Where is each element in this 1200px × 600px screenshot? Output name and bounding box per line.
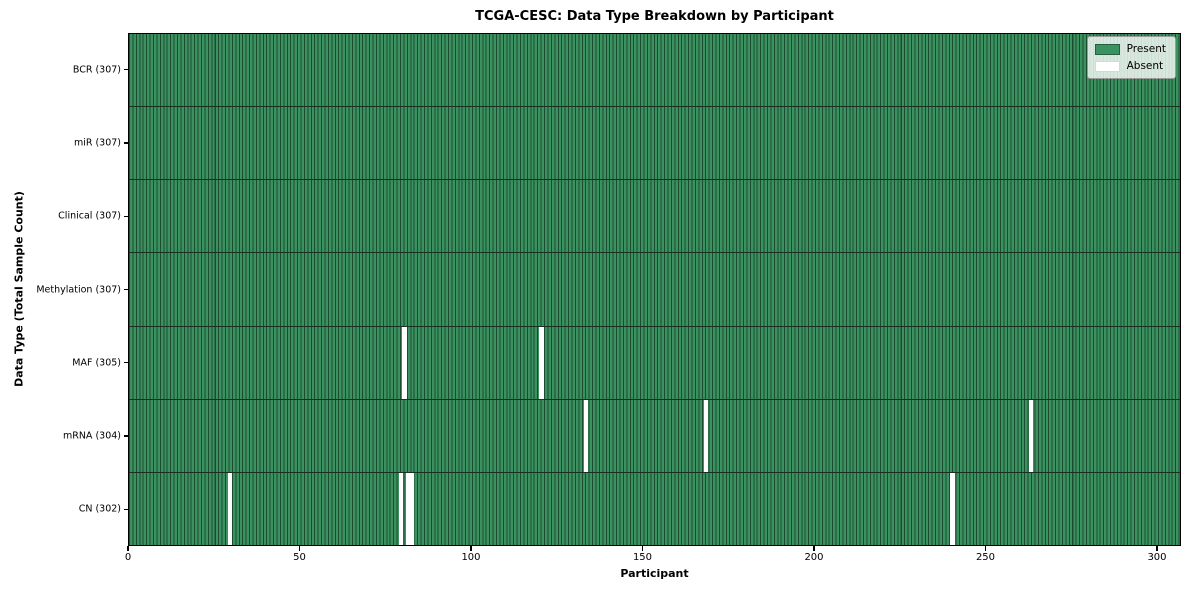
legend: Present Absent [1086, 36, 1176, 79]
y-tick-label-MAF: MAF (305) [72, 357, 121, 369]
heatmap-row-BCR [129, 34, 1180, 108]
heatmap-row-Clinical [129, 180, 1180, 254]
heatmap-row-miR [129, 107, 1180, 181]
x-tick-label-150: 150 [632, 552, 653, 563]
x-tick-mark [813, 546, 815, 551]
heatmap-row-CN [129, 472, 1180, 545]
y-tick-mark [124, 362, 128, 364]
x-tick-label-100: 100 [461, 552, 481, 563]
y-tick-label-miR: miR (307) [73, 137, 121, 149]
heatmap-row-mRNA [129, 399, 1180, 473]
absent-gap [398, 472, 404, 545]
x-tick-label-300: 300 [1147, 552, 1167, 563]
y-tick-label-Methylation: Methylation (307) [36, 284, 121, 295]
y-tick-label-mRNA: mRNA (304) [62, 430, 121, 442]
plot-area [128, 33, 1181, 546]
absent-gap [1028, 399, 1034, 472]
y-tick-mark [124, 288, 128, 291]
legend-label-absent: Absent [1126, 60, 1164, 72]
legend-item-absent: Absent [1094, 60, 1166, 72]
absent-gap [583, 399, 589, 472]
absent-gap [409, 472, 414, 545]
x-tick-label-250: 250 [975, 552, 996, 563]
x-tick-mark [470, 546, 472, 551]
x-tick-mark [984, 546, 987, 551]
y-tick-mark [124, 215, 128, 217]
x-tick-mark [127, 546, 129, 551]
legend-item-present: Present [1094, 43, 1166, 55]
x-tick-mark [298, 546, 301, 551]
chart-title: TCGA-CESC: Data Type Breakdown by Partic… [475, 9, 834, 24]
absent-gap [703, 399, 709, 472]
absent-gap [950, 472, 955, 545]
absent-gap [402, 326, 407, 399]
y-tick-label-BCR: BCR (307) [72, 64, 121, 76]
absent-gap [227, 472, 233, 545]
y-tick-mark [124, 435, 128, 437]
x-axis-label: Participant [620, 567, 689, 580]
y-tick-mark [124, 142, 128, 144]
heatmap-row-MAF [129, 326, 1180, 400]
present-swatch-icon [1094, 43, 1120, 55]
x-tick-label-50: 50 [293, 552, 306, 563]
x-tick-label-200: 200 [804, 552, 824, 563]
absent-gap [405, 472, 411, 545]
legend-label-present: Present [1126, 43, 1166, 55]
x-tick-mark [641, 546, 644, 551]
absent-swatch-icon [1094, 60, 1120, 72]
y-tick-mark [124, 508, 128, 510]
y-tick-label-CN: CN (302) [78, 503, 121, 515]
heatmap-row-Methylation [129, 253, 1180, 327]
x-tick-label-0: 0 [124, 552, 132, 563]
y-tick-mark [124, 69, 128, 71]
y-tick-label-Clinical: Clinical (307) [58, 210, 121, 222]
x-tick-mark [1156, 546, 1158, 551]
absent-gap [539, 326, 544, 399]
